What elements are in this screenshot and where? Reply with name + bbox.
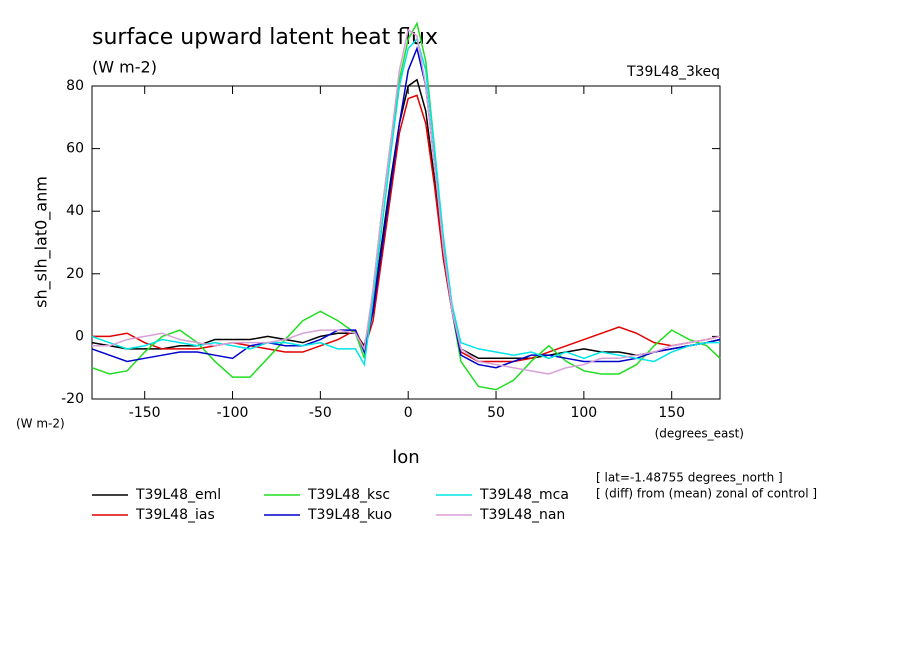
x-tick-label: 50	[487, 405, 505, 421]
series-line	[91, 78, 721, 360]
y-tick-label: 0	[75, 328, 84, 344]
x-units: (degrees_east)	[655, 427, 744, 441]
x-tick-label: 100	[570, 405, 597, 421]
legend-label: T39L48_nan	[479, 507, 565, 523]
x-tick-label: -100	[217, 405, 249, 421]
series-line	[92, 28, 721, 375]
legend-label: T39L48_kuo	[307, 507, 392, 523]
x-tick-label: -50	[309, 405, 332, 421]
x-tick-label: 150	[658, 405, 685, 421]
y-tick-label: 80	[66, 78, 84, 94]
legend-label: T39L48_eml	[135, 487, 221, 503]
series-line	[91, 21, 721, 391]
legend-label: T39L48_mca	[479, 487, 569, 503]
series-line	[91, 37, 720, 367]
y-tick-label: 20	[66, 266, 84, 282]
subtitle: (W m-2)	[92, 58, 157, 77]
annotation: [ (diff) from (mean) zonal of control ]	[596, 487, 817, 501]
series-line	[91, 45, 721, 369]
x-tick-label: -150	[129, 405, 161, 421]
y-tick-label: 40	[66, 203, 84, 219]
series-line	[92, 94, 721, 363]
y-tick-label: 60	[66, 141, 84, 157]
y-tick-label: -20	[61, 391, 84, 407]
legend-label: T39L48_ksc	[307, 487, 390, 503]
run-label: T39L48_3keq	[626, 64, 720, 80]
legend-label: T39L48_ias	[135, 507, 215, 523]
chart-title: surface upward latent heat flux	[92, 25, 438, 50]
y-axis-label: sh_slh_lat0_anm	[32, 176, 52, 308]
annotation: [ lat=-1.48755 degrees_north ]	[596, 471, 783, 485]
y-units: (W m-2)	[16, 417, 65, 431]
x-tick-label: 0	[404, 405, 413, 421]
x-axis-label: lon	[392, 447, 419, 468]
